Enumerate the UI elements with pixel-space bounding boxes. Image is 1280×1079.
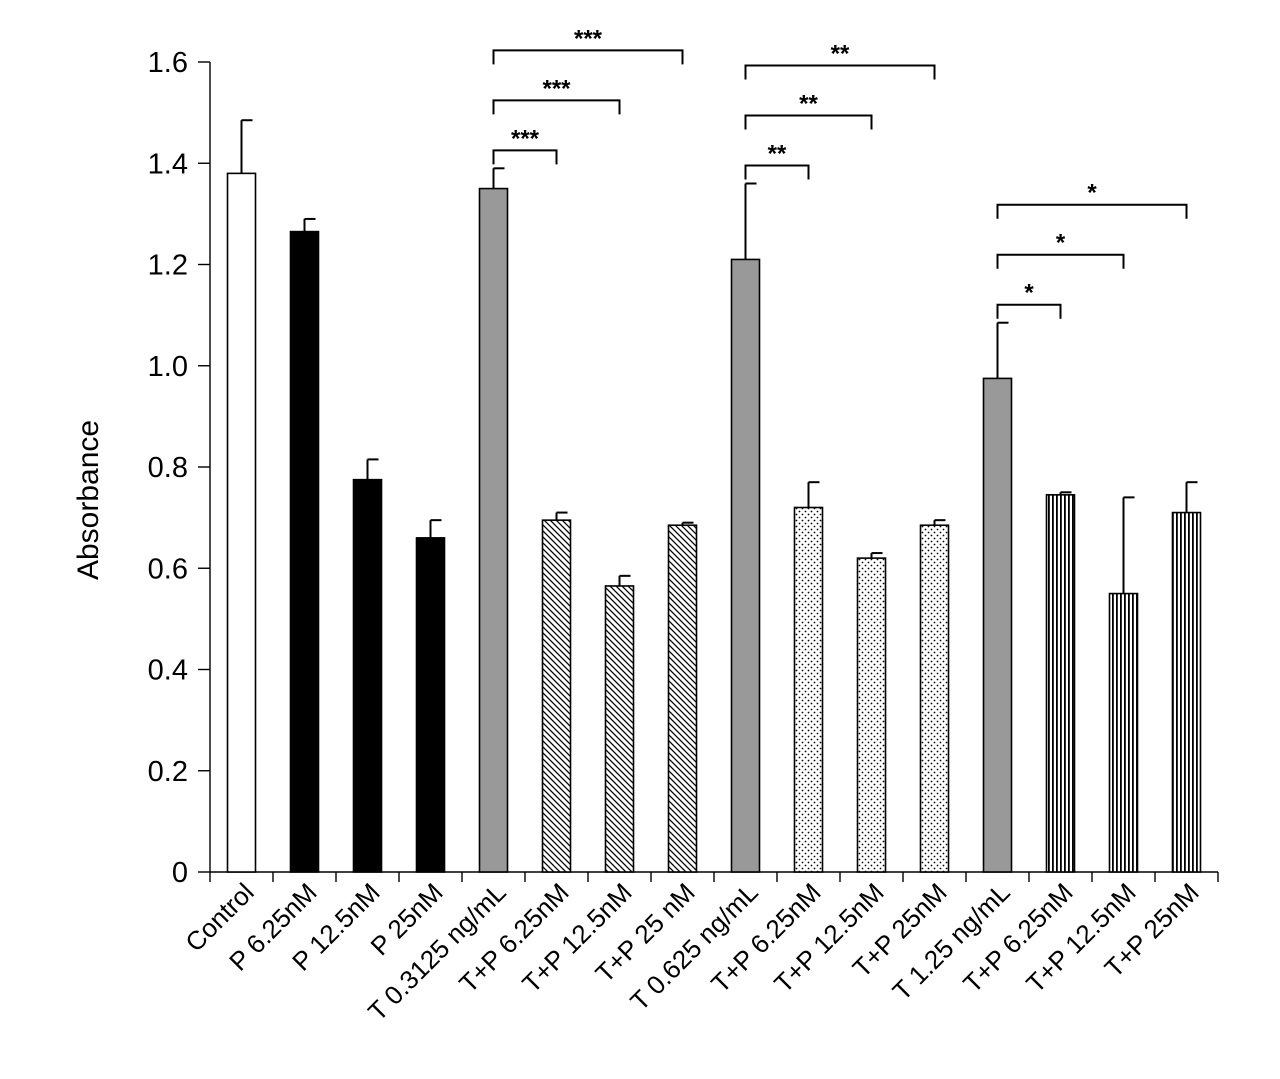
bar: [541, 519, 572, 873]
significance-label: **: [799, 91, 818, 118]
bar: [1045, 494, 1076, 873]
bar: [478, 187, 509, 873]
bar: [730, 258, 761, 873]
y-tick-label: 1.6: [148, 47, 188, 79]
error-bars: [240, 119, 1198, 594]
y-tick-label: 1.4: [148, 148, 188, 180]
significance-bracket: [744, 114, 873, 130]
significance-bracket: [744, 64, 936, 80]
bar: [415, 537, 446, 873]
bar: [1108, 592, 1139, 873]
bars: [226, 172, 1202, 873]
y-tick-label: 0.8: [148, 452, 188, 484]
bar: [1171, 511, 1202, 873]
significance-label: **: [831, 41, 850, 68]
significance-label: **: [768, 141, 787, 168]
bar: [982, 377, 1013, 873]
significance-label: ***: [542, 75, 571, 102]
bar: [856, 557, 887, 873]
y-tick-label: 1.2: [148, 250, 188, 282]
y-tick-label: 0.4: [148, 655, 188, 687]
significance-bracket: [996, 203, 1188, 219]
significance-label: *: [1056, 230, 1066, 257]
bar: [793, 506, 824, 873]
significance-bracket: [996, 253, 1125, 269]
y-tick-label: 0.6: [148, 553, 188, 585]
y-tick-label: 1.0: [148, 351, 188, 383]
significance-bracket: [492, 99, 621, 115]
bar: [289, 230, 320, 873]
significance-bracket: [996, 303, 1062, 319]
significance-brackets: ******************: [492, 25, 1188, 319]
significance-label: *: [1087, 180, 1097, 207]
significance-bracket: [492, 149, 558, 165]
bar: [352, 478, 383, 873]
bar: [226, 172, 257, 873]
bar: [667, 524, 698, 873]
bar: [604, 585, 635, 873]
y-axis-title: Absorbance: [72, 420, 105, 580]
significance-bracket: [492, 49, 684, 65]
y-tick-label: 0: [172, 857, 188, 889]
significance-label: *: [1024, 280, 1034, 307]
significance-label: ***: [574, 25, 603, 52]
significance-bracket: [744, 164, 810, 180]
significance-label: ***: [511, 125, 540, 152]
y-tick-label: 0.2: [148, 756, 188, 788]
y-axis: 0 0.2 0.4 0.6 0.8 1.0 1.2 1.4 1.6: [148, 47, 211, 889]
bar: [919, 524, 950, 873]
